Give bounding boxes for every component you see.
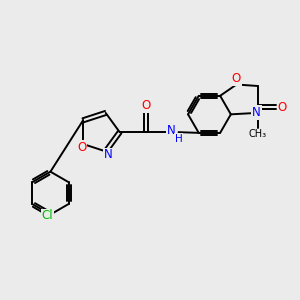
Text: O: O <box>278 101 287 114</box>
Text: O: O <box>232 72 241 85</box>
Text: O: O <box>77 141 86 154</box>
Text: O: O <box>141 99 151 112</box>
Text: H: H <box>175 134 182 144</box>
Text: CH₃: CH₃ <box>249 129 267 139</box>
Text: N: N <box>104 148 113 161</box>
Text: Cl: Cl <box>42 209 53 223</box>
Text: N: N <box>167 124 176 137</box>
Text: N: N <box>252 106 261 119</box>
